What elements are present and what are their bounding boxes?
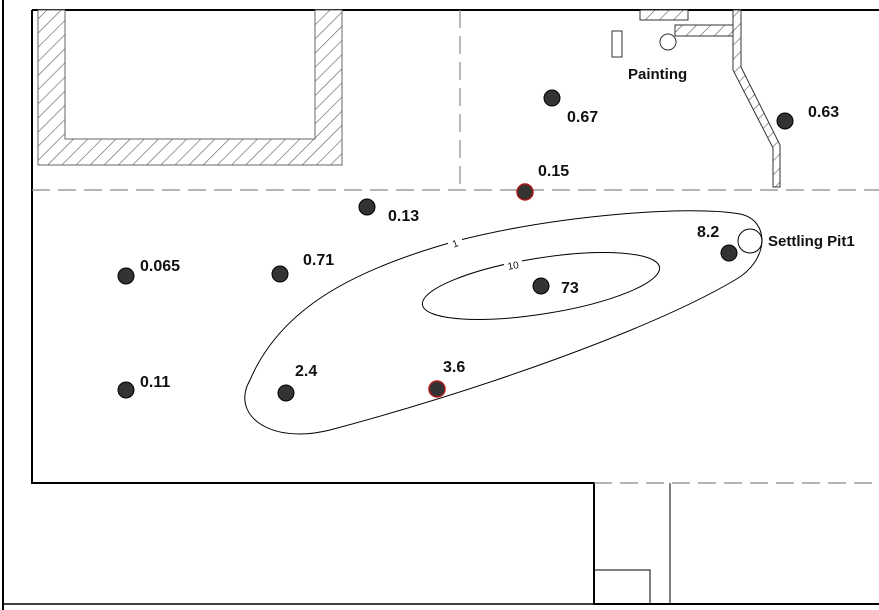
- sample-marker: [533, 278, 549, 294]
- hatched-wall-structure: [38, 10, 342, 165]
- sample-point[interactable]: 3.6: [429, 359, 465, 397]
- sample-value: 73: [561, 280, 579, 297]
- sample-point[interactable]: 8.2: [697, 224, 737, 261]
- settling-pit-label: Settling Pit1: [768, 233, 855, 250]
- sample-point[interactable]: 0.15: [517, 163, 569, 200]
- sample-value: 8.2: [697, 224, 719, 241]
- sample-point[interactable]: 0.11: [118, 374, 170, 398]
- sample-value: 0.63: [808, 104, 839, 121]
- sample-marker: [118, 268, 134, 284]
- sample-point[interactable]: 2.4: [278, 363, 317, 401]
- sample-point[interactable]: 73: [533, 278, 579, 297]
- sample-point[interactable]: 0.63: [777, 104, 839, 129]
- sample-marker: [544, 90, 560, 106]
- sample-marker: [118, 382, 134, 398]
- sample-point[interactable]: 0.13: [359, 199, 419, 225]
- sample-marker: [272, 266, 288, 282]
- sample-value: 0.67: [567, 109, 598, 126]
- sample-value: 0.11: [140, 374, 170, 391]
- sample-points: 0.67 0.63 0.15 0.13 8.2 0.065 0.71 73: [118, 90, 839, 401]
- settling-pit-circle: [738, 229, 762, 253]
- sample-point[interactable]: 0.67: [544, 90, 598, 126]
- contour-1: 1: [245, 211, 762, 434]
- sample-value: 0.13: [388, 208, 419, 225]
- painting-label: Painting: [628, 66, 687, 83]
- sample-marker: [721, 245, 737, 261]
- sample-value: 2.4: [295, 363, 317, 380]
- sample-marker: [278, 385, 294, 401]
- sample-marker: [429, 381, 445, 397]
- painting-fixtures: [612, 10, 780, 187]
- sample-marker: [359, 199, 375, 215]
- sample-value: 3.6: [443, 359, 465, 376]
- sample-marker: [517, 184, 533, 200]
- sample-marker: [777, 113, 793, 129]
- sample-value: 0.065: [140, 258, 180, 275]
- sample-point[interactable]: 0.065: [118, 258, 180, 284]
- sample-point[interactable]: 0.71: [272, 252, 334, 282]
- lower-room-fixture: [594, 483, 670, 604]
- sample-value: 0.71: [303, 252, 334, 269]
- sample-value: 0.15: [538, 163, 569, 180]
